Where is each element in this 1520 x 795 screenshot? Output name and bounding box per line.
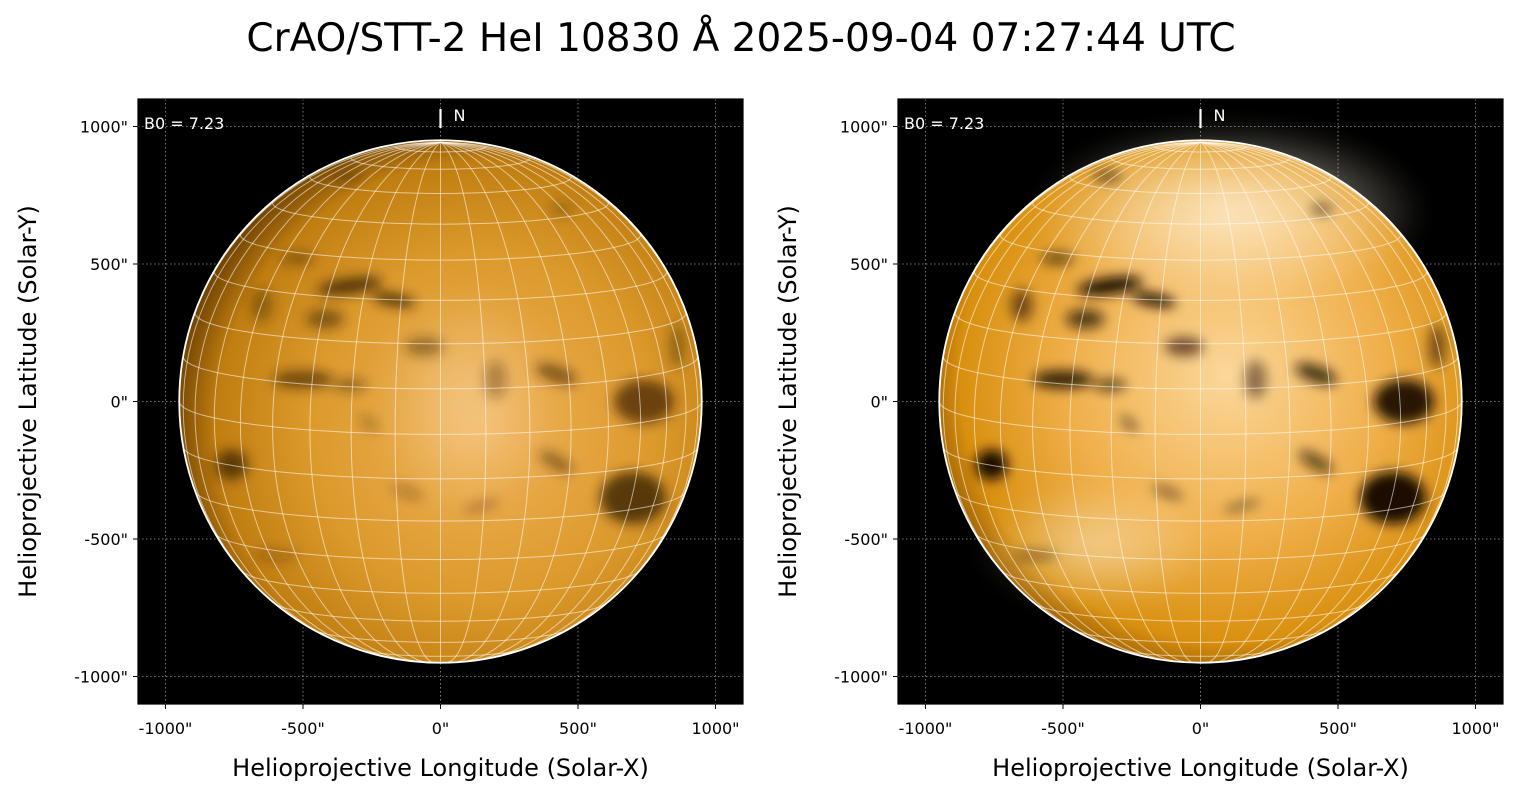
solar-panel-2: B0 = 7.23 N -1000" -500" 0" 500" 1000" 1000" 500… (774, 98, 1504, 782)
x-tick-label: 0" (1192, 719, 1210, 738)
x-tick-label: 500" (1319, 719, 1357, 738)
y-tick-label: -1000" (74, 668, 128, 687)
solar-limb (178, 139, 703, 664)
y-tick-label: 1000" (80, 118, 128, 137)
y-tick-label: 500" (850, 255, 888, 274)
x-tick-label: 1000" (1451, 719, 1499, 738)
y-tick-label: 500" (90, 255, 128, 274)
solar-disk (178, 140, 703, 663)
dark-filaments (215, 171, 686, 561)
dark-filaments (975, 171, 1446, 561)
b0-label: B0 = 7.23 (904, 114, 984, 133)
y-axis-label: Helioprojective Latitude (Solar-Y) (14, 205, 42, 598)
x-tick-label: 1000" (691, 719, 739, 738)
x-tick-label: 500" (559, 719, 597, 738)
y-tick-label: -500" (844, 530, 888, 549)
heliographic-grid (178, 141, 703, 663)
y-tick-label: 0" (870, 393, 888, 412)
solar-limb (938, 139, 1463, 664)
x-axis-label: Helioprojective Longitude (Solar-X) (232, 754, 649, 782)
y-tick-label: 1000" (840, 118, 888, 137)
b0-label: B0 = 7.23 (144, 114, 224, 133)
solar-disk (938, 121, 1463, 663)
x-axis-label: Helioprojective Longitude (Solar-X) (992, 754, 1409, 782)
y-tick-label: -500" (84, 530, 128, 549)
north-label: N (1214, 106, 1226, 125)
y-axis-label: Helioprojective Latitude (Solar-Y) (774, 205, 802, 598)
north-label: N (454, 106, 466, 125)
x-tick-label: -500" (281, 719, 325, 738)
x-tick-label: -500" (1041, 719, 1085, 738)
y-tick-label: 0" (110, 393, 128, 412)
figure-title: CrAO/STT-2 HeI 10830 Å 2025-09-04 07:27:… (246, 16, 1236, 61)
heliographic-grid (938, 141, 1463, 663)
x-tick-label: -1000" (139, 719, 193, 738)
solar-panel-1: B0 = 7.23 N -1000" -500" 0" 500" 1000" 1000" 500… (14, 98, 744, 782)
x-tick-label: 0" (432, 719, 450, 738)
y-tick-label: -1000" (834, 668, 888, 687)
x-tick-label: -1000" (899, 719, 953, 738)
